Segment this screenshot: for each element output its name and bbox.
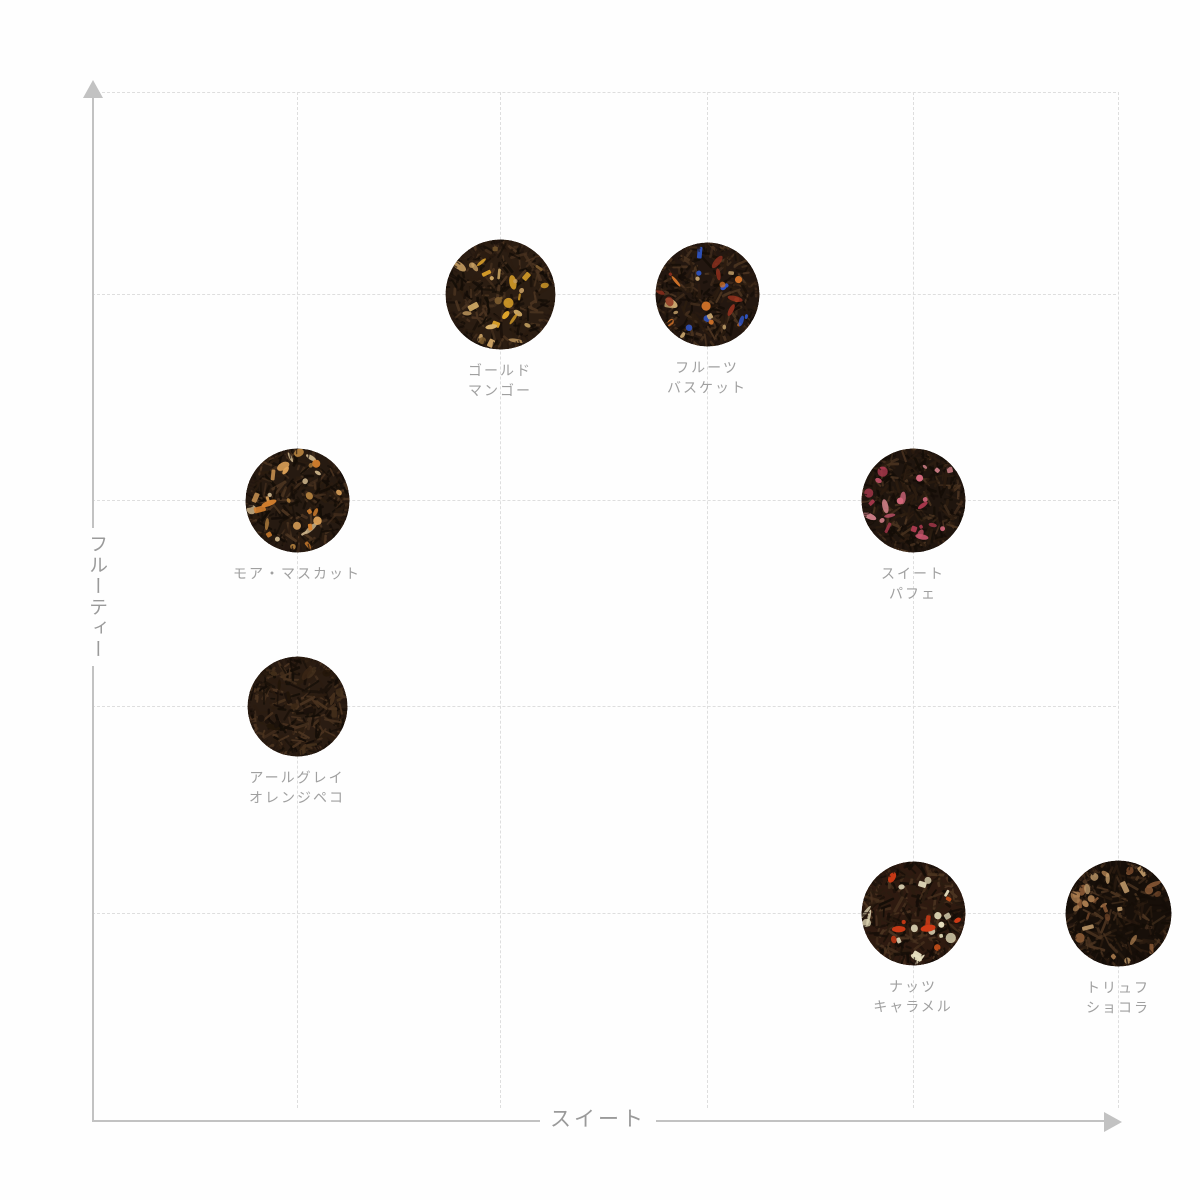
tea-leaf-disc[interactable]: [1065, 860, 1171, 966]
gridline-vertical-3: [913, 92, 914, 1108]
tea-leaf-disc[interactable]: [445, 239, 555, 349]
gridline-horizontal-3: [92, 706, 1116, 707]
gridline-vertical-1: [500, 92, 501, 1108]
tea-point-label: モア・マスカット: [233, 564, 361, 584]
tea-point-label-line: ナッツ: [889, 978, 937, 995]
tea-point[interactable]: スイート パフェ: [861, 448, 965, 602]
tea-point[interactable]: フルーツ バスケット: [655, 242, 759, 396]
tea-point-label-line: キャラメル: [873, 998, 953, 1015]
y-axis-title: フルーティー: [78, 528, 108, 666]
tea-point-label-line: フルーツ: [675, 359, 739, 376]
gridline-vertical-4: [1118, 92, 1119, 1108]
tea-point[interactable]: モア・マスカット: [233, 448, 359, 582]
tea-point-label-line: アールグレイ: [249, 769, 345, 786]
tea-point-label-line: スイート: [881, 565, 945, 582]
tea-point-label-line: マンゴー: [468, 382, 532, 399]
x-axis-title: スイート: [540, 1103, 656, 1137]
gridline-horizontal-2: [92, 500, 1116, 501]
tea-point-label: フルーツ バスケット: [667, 358, 747, 399]
tea-point-label: ナッツ キャラメル: [873, 977, 953, 1018]
tea-point-label: スイート パフェ: [881, 564, 945, 605]
gridline-vertical-2: [707, 92, 708, 1108]
tea-point-label: トリュフ ショコラ: [1086, 978, 1150, 1019]
gridline-vertical-0: [297, 92, 298, 1108]
tea-point-label-line: ショコラ: [1086, 999, 1150, 1016]
y-axis-arrow-icon: [83, 80, 103, 98]
tea-point-label-line: トリュフ: [1086, 979, 1150, 996]
tea-point[interactable]: トリュフ ショコラ: [1065, 860, 1171, 1016]
tea-point-label: ゴールド マンゴー: [468, 361, 532, 402]
tea-point-label-line: オレンジペコ: [249, 789, 345, 806]
tea-point[interactable]: アールグレイ オレンジペコ: [247, 656, 347, 806]
tea-point-label-line: モア・マスカット: [233, 565, 361, 582]
gridline-horizontal-1: [92, 294, 1116, 295]
tea-leaf-disc[interactable]: [655, 242, 759, 346]
gridline-horizontal-0: [92, 92, 1116, 93]
tea-leaf-disc[interactable]: [245, 448, 349, 552]
tea-point[interactable]: ナッツ キャラメル: [861, 861, 965, 1015]
tea-point-label-line: バスケット: [667, 379, 747, 396]
tea-leaf-disc[interactable]: [861, 448, 965, 552]
tea-point-label-line: ゴールド: [468, 362, 532, 379]
gridline-horizontal-4: [92, 913, 1116, 914]
tea-point[interactable]: ゴールド マンゴー: [445, 239, 555, 399]
tea-leaf-disc[interactable]: [247, 656, 347, 756]
x-axis-arrow-icon: [1104, 1112, 1122, 1132]
tea-point-label-line: パフェ: [889, 585, 937, 602]
tea-leaf-disc[interactable]: [861, 861, 965, 965]
tea-point-label: アールグレイ オレンジペコ: [249, 768, 345, 809]
